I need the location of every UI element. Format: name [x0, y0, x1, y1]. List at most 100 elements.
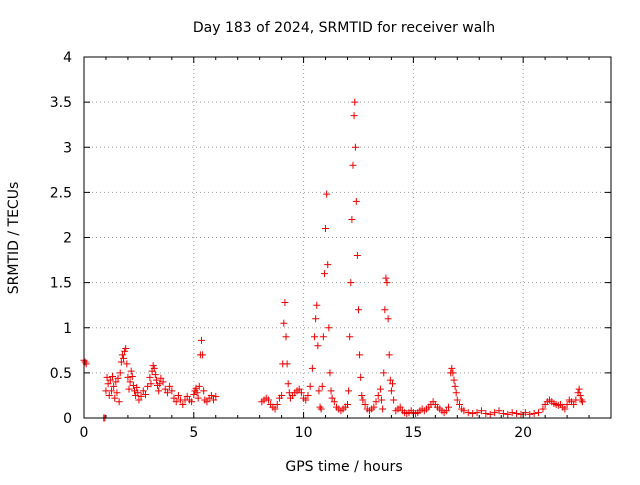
data-point	[112, 378, 120, 386]
data-point	[114, 374, 122, 382]
data-point	[350, 112, 358, 120]
data-point	[473, 409, 481, 417]
data-point	[382, 274, 390, 282]
data-point	[139, 387, 147, 395]
data-point	[200, 387, 208, 395]
data-point	[163, 389, 171, 397]
data-points	[80, 98, 586, 422]
data-point	[190, 391, 198, 399]
data-point	[297, 389, 305, 397]
data-point	[324, 261, 332, 269]
data-point	[361, 400, 369, 408]
data-point	[325, 324, 333, 332]
data-point	[81, 358, 89, 366]
data-point	[155, 387, 163, 395]
data-point	[109, 372, 117, 380]
data-point	[280, 319, 288, 327]
data-point	[358, 391, 366, 399]
plot-frame	[83, 56, 612, 419]
data-point	[504, 410, 512, 418]
data-point	[146, 373, 154, 381]
data-point	[345, 387, 353, 395]
data-point	[356, 351, 364, 359]
data-point	[323, 190, 331, 198]
data-point	[179, 400, 187, 408]
data-point	[150, 364, 158, 372]
data-point	[118, 351, 126, 359]
data-point	[151, 371, 159, 379]
data-point	[469, 409, 477, 417]
data-point	[105, 391, 113, 399]
data-point	[317, 405, 325, 413]
data-point	[450, 376, 458, 384]
data-point	[327, 387, 335, 395]
data-point	[319, 333, 327, 341]
y-tick-label: 2.5	[50, 185, 72, 201]
data-point	[199, 351, 207, 359]
data-point	[133, 383, 141, 391]
data-point	[315, 387, 323, 395]
data-point	[328, 394, 336, 402]
data-point	[308, 364, 316, 372]
data-point	[210, 396, 218, 404]
data-point	[188, 398, 196, 406]
data-point	[125, 385, 133, 393]
data-point	[273, 400, 281, 408]
data-point	[482, 409, 490, 417]
data-point	[508, 409, 516, 417]
data-point	[122, 345, 130, 353]
axis-ticks: 0 5 10 15 20 0 0.5 1 1.5 2 2.5 3 3.5 4	[50, 50, 612, 441]
y-tick-label: 3.5	[50, 95, 72, 111]
data-point	[578, 398, 586, 406]
data-point	[570, 400, 578, 408]
data-point	[141, 391, 149, 399]
data-point	[370, 403, 378, 411]
data-point	[347, 279, 355, 287]
data-point	[320, 270, 328, 278]
data-point	[127, 367, 135, 375]
data-point	[203, 398, 211, 406]
data-point	[120, 354, 128, 362]
data-point	[318, 382, 326, 390]
data-point	[513, 409, 521, 417]
x-axis-label: GPS time / hours	[285, 459, 402, 475]
data-point	[117, 358, 125, 366]
y-tick-label: 3	[63, 140, 72, 156]
data-point	[195, 382, 203, 390]
y-axis-label: SRMTID / TECUs	[6, 182, 22, 295]
data-point	[387, 387, 395, 395]
data-point	[128, 372, 136, 380]
data-point	[283, 360, 291, 368]
data-point	[577, 396, 585, 404]
data-point	[111, 394, 119, 402]
data-point	[322, 224, 330, 232]
data-point	[152, 376, 160, 384]
data-point	[442, 407, 450, 415]
data-point	[349, 161, 357, 169]
data-point	[460, 407, 468, 415]
data-point	[386, 376, 394, 384]
data-point	[116, 369, 124, 377]
grid-layer	[83, 57, 611, 418]
data-point	[304, 391, 312, 399]
data-point	[374, 391, 382, 399]
data-point	[477, 407, 485, 415]
data-point	[159, 378, 167, 386]
data-point	[344, 400, 351, 408]
data-point	[445, 403, 453, 411]
data-point	[212, 392, 220, 400]
data-point	[352, 197, 360, 205]
data-point	[192, 384, 200, 392]
y-tick-label: 0	[63, 411, 72, 427]
data-point	[123, 360, 131, 368]
data-point	[535, 409, 543, 417]
data-point	[384, 315, 392, 323]
data-point	[346, 333, 354, 341]
data-point	[330, 398, 338, 406]
x-tick-label: 10	[295, 425, 313, 441]
data-point	[385, 351, 393, 359]
y-tick-label: 2	[63, 231, 72, 247]
data-point	[351, 98, 359, 106]
data-point	[359, 396, 367, 404]
data-point	[129, 382, 137, 390]
